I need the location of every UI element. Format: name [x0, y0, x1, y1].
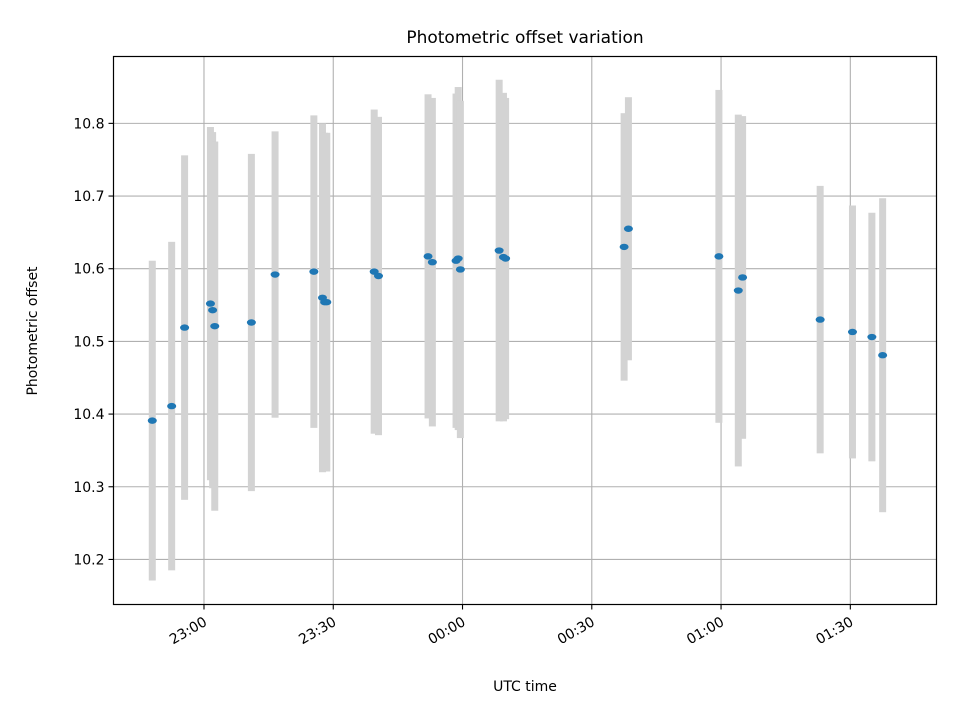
y-tick-label: 10.3: [73, 480, 104, 496]
y-tick-label: 10.4: [73, 407, 104, 423]
data-point: [205, 300, 215, 307]
data-point: [623, 225, 633, 232]
data-point: [714, 253, 724, 260]
y-tick-label: 10.6: [73, 262, 104, 278]
y-tick-label: 10.7: [73, 189, 104, 205]
data-point: [309, 268, 319, 275]
x-tick-label: 23:30: [296, 614, 339, 648]
data-point: [423, 253, 433, 260]
data-point: [322, 298, 332, 306]
data-point: [208, 306, 218, 314]
data-point: [867, 333, 877, 341]
data-point: [427, 258, 437, 266]
data-point: [738, 274, 748, 281]
data-points: [147, 225, 888, 424]
chart-title: Photometric offset variation: [406, 28, 643, 48]
data-point: [180, 324, 190, 331]
x-tick-label: 01:00: [684, 614, 727, 648]
x-axis-label: UTC time: [493, 679, 557, 695]
y-tick-label: 10.8: [73, 116, 104, 132]
grid-lines: [113, 56, 937, 605]
error-bars: [148, 79, 887, 581]
x-tick-label: 23:00: [167, 614, 210, 648]
data-point: [619, 243, 629, 251]
x-axis-ticks: 23:00 23:30 00:00 00:30 01:00 01:30: [167, 604, 856, 648]
data-point: [246, 319, 256, 326]
data-point: [373, 272, 383, 280]
plot-frame: [112, 55, 938, 606]
y-tick-label: 10.2: [73, 552, 104, 568]
data-point: [733, 287, 743, 294]
data-point: [847, 328, 857, 336]
data-point: [501, 255, 511, 262]
x-tick-label: 00:30: [555, 614, 598, 648]
data-point: [878, 352, 888, 359]
data-point: [147, 417, 157, 424]
x-tick-label: 01:30: [813, 614, 856, 648]
data-point: [270, 271, 280, 278]
data-point: [167, 402, 177, 410]
y-axis-ticks: 10.2 10.3 10.4 10.5 10.6 10.7 10.8: [73, 116, 114, 568]
data-point: [455, 266, 465, 273]
data-point: [210, 322, 220, 330]
y-tick-label: 10.5: [73, 334, 104, 350]
data-point: [815, 316, 825, 323]
data-point: [494, 247, 504, 254]
x-tick-label: 00:00: [426, 614, 469, 648]
y-axis-label: Photometric offset: [25, 266, 41, 396]
data-point: [453, 255, 463, 262]
